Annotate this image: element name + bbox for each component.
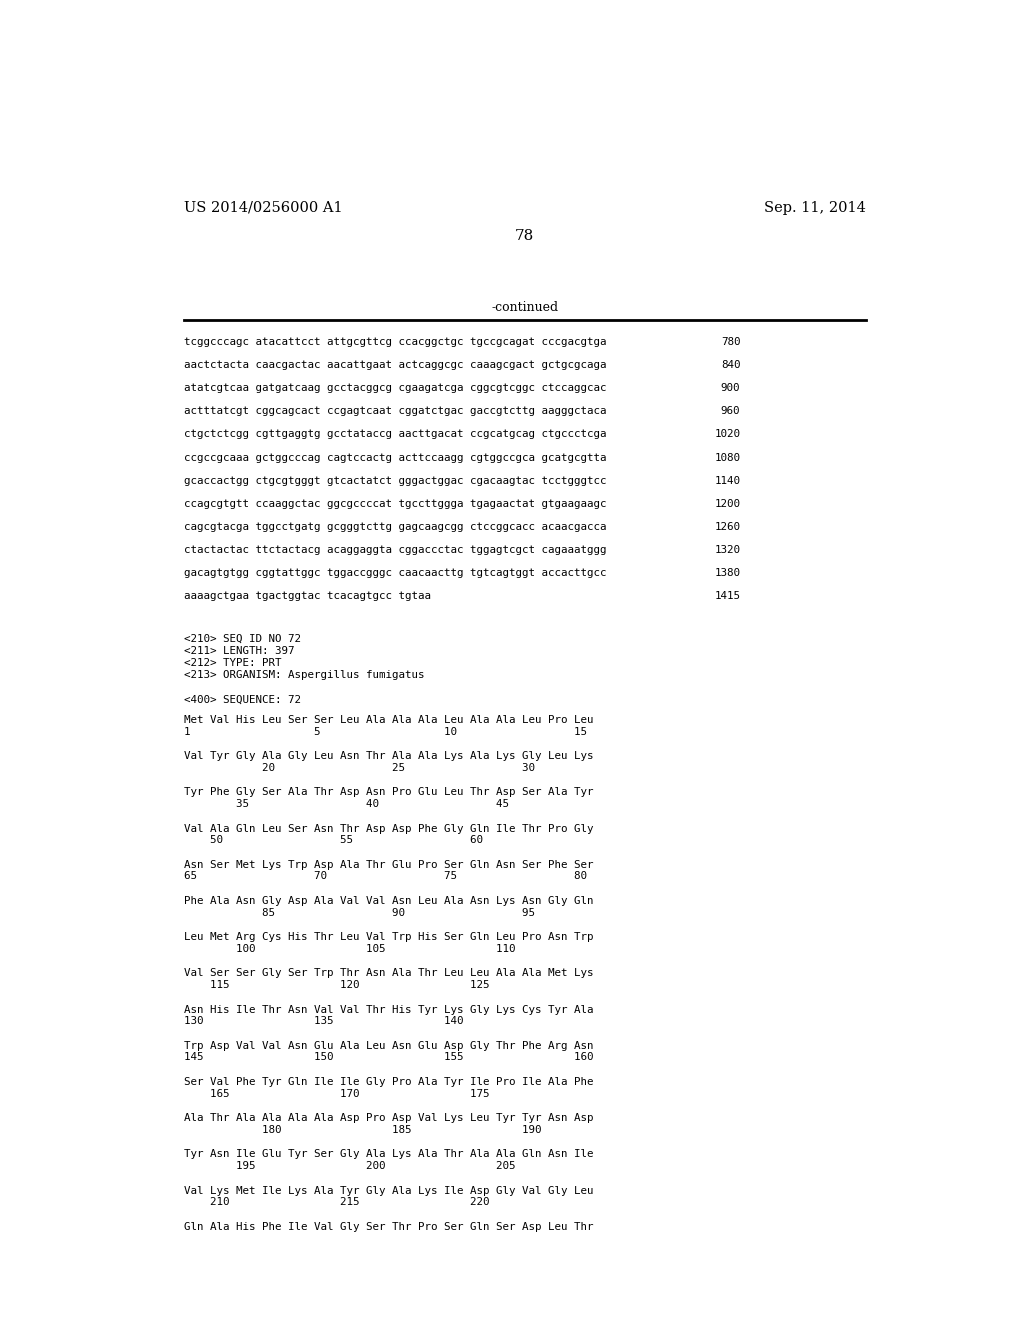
Text: Ala Thr Ala Ala Ala Ala Asp Pro Asp Val Lys Leu Tyr Tyr Asn Asp: Ala Thr Ala Ala Ala Ala Asp Pro Asp Val … [183, 1113, 593, 1123]
Text: aactctacta caacgactac aacattgaat actcaggcgc caaagcgact gctgcgcaga: aactctacta caacgactac aacattgaat actcagg… [183, 360, 606, 370]
Text: actttatcgt cggcagcact ccgagtcaat cggatctgac gaccgtcttg aagggctaca: actttatcgt cggcagcact ccgagtcaat cggatct… [183, 407, 606, 416]
Text: ccgccgcaaa gctggcccag cagtccactg acttccaagg cgtggccgca gcatgcgtta: ccgccgcaaa gctggcccag cagtccactg acttcca… [183, 453, 606, 462]
Text: Val Ala Gln Leu Ser Asn Thr Asp Asp Phe Gly Gln Ile Thr Pro Gly: Val Ala Gln Leu Ser Asn Thr Asp Asp Phe … [183, 824, 593, 834]
Text: 145                 150                 155                 160: 145 150 155 160 [183, 1052, 593, 1063]
Text: 1320: 1320 [715, 545, 740, 554]
Text: 50                  55                  60: 50 55 60 [183, 836, 482, 845]
Text: 1020: 1020 [715, 429, 740, 440]
Text: <400> SEQUENCE: 72: <400> SEQUENCE: 72 [183, 696, 301, 705]
Text: 100                 105                 110: 100 105 110 [183, 944, 515, 954]
Text: Tyr Asn Ile Glu Tyr Ser Gly Ala Lys Ala Thr Ala Ala Gln Asn Ile: Tyr Asn Ile Glu Tyr Ser Gly Ala Lys Ala … [183, 1150, 593, 1159]
Text: US 2014/0256000 A1: US 2014/0256000 A1 [183, 201, 342, 215]
Text: Val Ser Ser Gly Ser Trp Thr Asn Ala Thr Leu Leu Ala Ala Met Lys: Val Ser Ser Gly Ser Trp Thr Asn Ala Thr … [183, 969, 593, 978]
Text: gcaccactgg ctgcgtgggt gtcactatct gggactggac cgacaagtac tcctgggtcc: gcaccactgg ctgcgtgggt gtcactatct gggactg… [183, 475, 606, 486]
Text: aaaagctgaa tgactggtac tcacagtgcc tgtaa: aaaagctgaa tgactggtac tcacagtgcc tgtaa [183, 591, 431, 601]
Text: 65                  70                  75                  80: 65 70 75 80 [183, 871, 587, 882]
Text: 960: 960 [721, 407, 740, 416]
Text: 78: 78 [515, 230, 535, 243]
Text: Ser Val Phe Tyr Gln Ile Ile Gly Pro Ala Tyr Ile Pro Ile Ala Phe: Ser Val Phe Tyr Gln Ile Ile Gly Pro Ala … [183, 1077, 593, 1086]
Text: 180                 185                 190: 180 185 190 [183, 1125, 542, 1135]
Text: ccagcgtgtt ccaaggctac ggcgccccat tgccttggga tgagaactat gtgaagaagc: ccagcgtgtt ccaaggctac ggcgccccat tgccttg… [183, 499, 606, 508]
Text: 1380: 1380 [715, 568, 740, 578]
Text: 840: 840 [721, 360, 740, 370]
Text: Sep. 11, 2014: Sep. 11, 2014 [764, 201, 866, 215]
Text: Trp Asp Val Val Asn Glu Ala Leu Asn Glu Asp Gly Thr Phe Arg Asn: Trp Asp Val Val Asn Glu Ala Leu Asn Glu … [183, 1040, 593, 1051]
Text: Tyr Phe Gly Ser Ala Thr Asp Asn Pro Glu Leu Thr Asp Ser Ala Tyr: Tyr Phe Gly Ser Ala Thr Asp Asn Pro Glu … [183, 788, 593, 797]
Text: gacagtgtgg cggtattggc tggaccgggc caacaacttg tgtcagtggt accacttgcc: gacagtgtgg cggtattggc tggaccgggc caacaac… [183, 568, 606, 578]
Text: ctgctctcgg cgttgaggtg gcctataccg aacttgacat ccgcatgcag ctgccctcga: ctgctctcgg cgttgaggtg gcctataccg aacttga… [183, 429, 606, 440]
Text: 35                  40                  45: 35 40 45 [183, 799, 509, 809]
Text: 210                 215                 220: 210 215 220 [183, 1197, 489, 1206]
Text: Asn Ser Met Lys Trp Asp Ala Thr Glu Pro Ser Gln Asn Ser Phe Ser: Asn Ser Met Lys Trp Asp Ala Thr Glu Pro … [183, 859, 593, 870]
Text: 1140: 1140 [715, 475, 740, 486]
Text: cagcgtacga tggcctgatg gcgggtcttg gagcaagcgg ctccggcacc acaacgacca: cagcgtacga tggcctgatg gcgggtcttg gagcaag… [183, 521, 606, 532]
Text: <212> TYPE: PRT: <212> TYPE: PRT [183, 659, 282, 668]
Text: <213> ORGANISM: Aspergillus fumigatus: <213> ORGANISM: Aspergillus fumigatus [183, 671, 424, 680]
Text: 85                  90                  95: 85 90 95 [183, 908, 535, 917]
Text: 1080: 1080 [715, 453, 740, 462]
Text: 1260: 1260 [715, 521, 740, 532]
Text: 115                 120                 125: 115 120 125 [183, 979, 489, 990]
Text: tcggcccagc atacattcct attgcgttcg ccacggctgc tgccgcagat cccgacgtga: tcggcccagc atacattcct attgcgttcg ccacggc… [183, 337, 606, 347]
Text: 195                 200                 205: 195 200 205 [183, 1162, 515, 1171]
Text: Asn His Ile Thr Asn Val Val Thr His Tyr Lys Gly Lys Cys Tyr Ala: Asn His Ile Thr Asn Val Val Thr His Tyr … [183, 1005, 593, 1015]
Text: Leu Met Arg Cys His Thr Leu Val Trp His Ser Gln Leu Pro Asn Trp: Leu Met Arg Cys His Thr Leu Val Trp His … [183, 932, 593, 942]
Text: Val Tyr Gly Ala Gly Leu Asn Thr Ala Ala Lys Ala Lys Gly Leu Lys: Val Tyr Gly Ala Gly Leu Asn Thr Ala Ala … [183, 751, 593, 762]
Text: ctactactac ttctactacg acaggaggta cggaccctac tggagtcgct cagaaatggg: ctactactac ttctactacg acaggaggta cggaccc… [183, 545, 606, 554]
Text: 165                 170                 175: 165 170 175 [183, 1089, 489, 1098]
Text: 20                  25                  30: 20 25 30 [183, 763, 535, 772]
Text: 1                   5                   10                  15: 1 5 10 15 [183, 726, 587, 737]
Text: 900: 900 [721, 383, 740, 393]
Text: Val Lys Met Ile Lys Ala Tyr Gly Ala Lys Ile Asp Gly Val Gly Leu: Val Lys Met Ile Lys Ala Tyr Gly Ala Lys … [183, 1185, 593, 1196]
Text: 130                 135                 140: 130 135 140 [183, 1016, 463, 1026]
Text: atatcgtcaa gatgatcaag gcctacggcg cgaagatcga cggcgtcggc ctccaggcac: atatcgtcaa gatgatcaag gcctacggcg cgaagat… [183, 383, 606, 393]
Text: <210> SEQ ID NO 72: <210> SEQ ID NO 72 [183, 634, 301, 643]
Text: Phe Ala Asn Gly Asp Ala Val Val Asn Leu Ala Asn Lys Asn Gly Gln: Phe Ala Asn Gly Asp Ala Val Val Asn Leu … [183, 896, 593, 906]
Text: Gln Ala His Phe Ile Val Gly Ser Thr Pro Ser Gln Ser Asp Leu Thr: Gln Ala His Phe Ile Val Gly Ser Thr Pro … [183, 1222, 593, 1232]
Text: <211> LENGTH: 397: <211> LENGTH: 397 [183, 645, 294, 656]
Text: -continued: -continued [492, 301, 558, 314]
Text: 1415: 1415 [715, 591, 740, 601]
Text: Met Val His Leu Ser Ser Leu Ala Ala Ala Leu Ala Ala Leu Pro Leu: Met Val His Leu Ser Ser Leu Ala Ala Ala … [183, 715, 593, 725]
Text: 780: 780 [721, 337, 740, 347]
Text: 1200: 1200 [715, 499, 740, 508]
